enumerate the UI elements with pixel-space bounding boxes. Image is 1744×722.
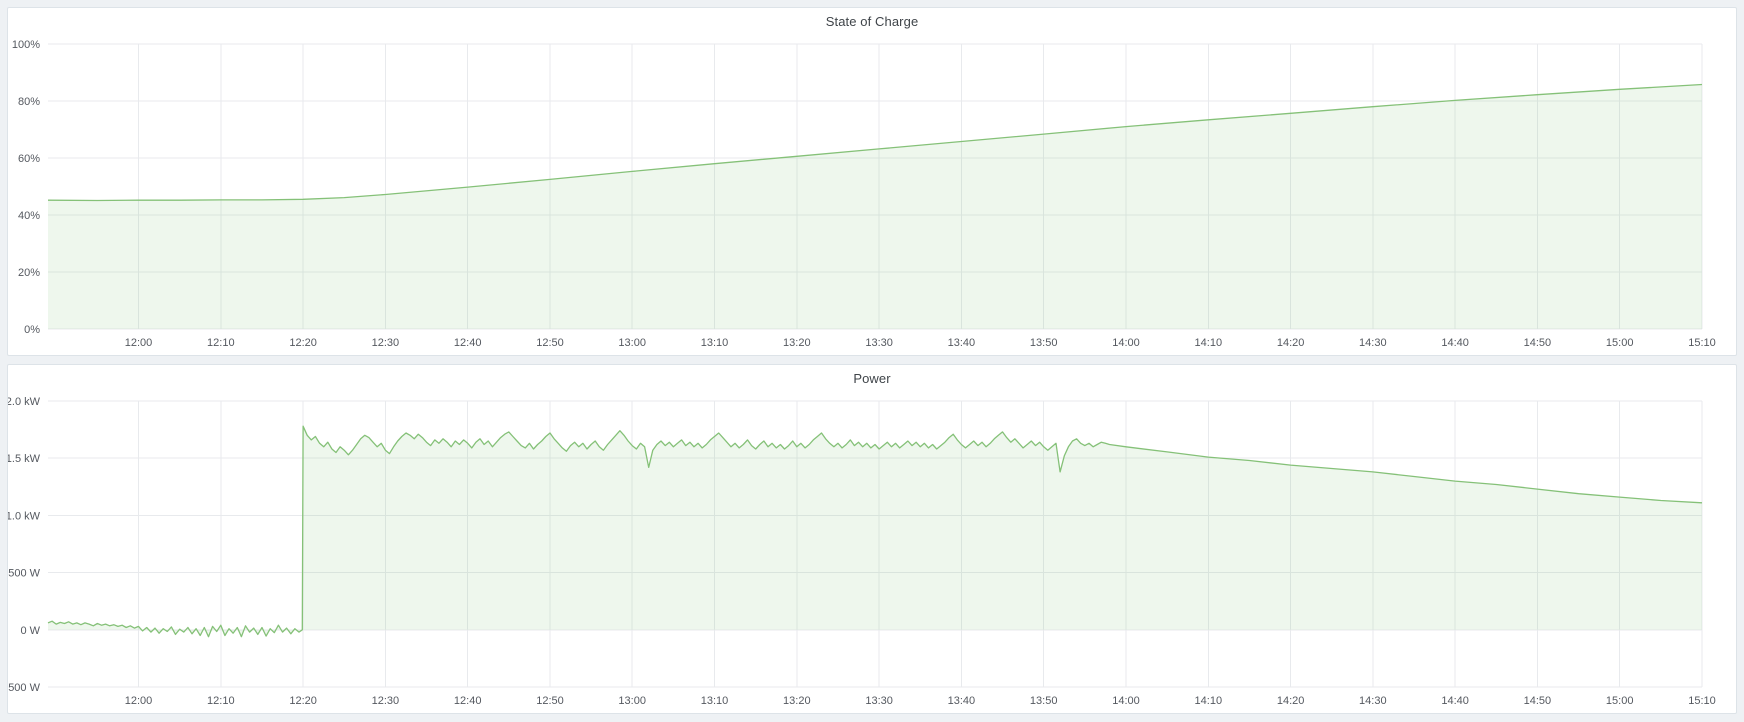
svg-text:13:00: 13:00 [618,695,646,707]
svg-text:12:00: 12:00 [125,695,153,707]
svg-text:14:10: 14:10 [1195,695,1223,707]
svg-text:13:10: 13:10 [701,695,729,707]
state-of-charge-plot[interactable]: 12:00 12:10 12:20 12:30 12:40 12:50 13:00 13:10… [8,36,1736,355]
svg-text:12:00: 12:00 [125,337,153,349]
svg-text:1.0 kW: 1.0 kW [8,510,41,522]
svg-text:15:00: 15:00 [1606,695,1634,707]
svg-text:0 W: 0 W [20,625,40,637]
svg-text:14:30: 14:30 [1359,695,1387,707]
svg-text:12:20: 12:20 [289,695,317,707]
svg-text:15:10: 15:10 [1688,337,1716,349]
panel-power: Power 12:00 12:10 12:20 12:30 12:40 12:50 13:0… [7,364,1737,714]
svg-text:14:20: 14:20 [1277,337,1305,349]
svg-text:13:20: 13:20 [783,695,811,707]
svg-text:12:10: 12:10 [207,337,235,349]
svg-text:15:10: 15:10 [1688,695,1716,707]
svg-text:12:20: 12:20 [289,337,317,349]
svg-text:1.5 kW: 1.5 kW [8,453,41,465]
svg-text:12:40: 12:40 [454,337,482,349]
svg-text:12:50: 12:50 [536,337,564,349]
svg-text:12:50: 12:50 [536,695,564,707]
svg-text:14:00: 14:00 [1112,695,1140,707]
svg-text:-500 W: -500 W [8,682,41,694]
svg-text:15:00: 15:00 [1606,337,1634,349]
svg-text:14:30: 14:30 [1359,337,1387,349]
svg-text:80%: 80% [18,96,40,108]
svg-text:12:40: 12:40 [454,695,482,707]
state-of-charge-chart[interactable]: 12:00 12:10 12:20 12:30 12:40 12:50 13:00 13:10… [8,36,1736,355]
power-plot[interactable]: 12:00 12:10 12:20 12:30 12:40 12:50 13:00 13:10… [8,393,1736,713]
series-area-fill [48,426,1702,637]
panel-state-of-charge: State of Charge 12:00 12:10 12:20 12:30 12:4… [7,7,1737,356]
svg-text:12:10: 12:10 [207,695,235,707]
svg-text:14:40: 14:40 [1441,337,1469,349]
svg-text:13:00: 13:00 [618,337,646,349]
svg-text:13:30: 13:30 [865,695,893,707]
svg-text:14:00: 14:00 [1112,337,1140,349]
power-panel-title[interactable]: Power [853,371,891,386]
svg-text:2.0 kW: 2.0 kW [8,396,41,408]
svg-text:0%: 0% [24,324,40,336]
series-area-fill [48,84,1702,329]
svg-text:20%: 20% [18,267,40,279]
series-line [47,83,1703,202]
svg-text:60%: 60% [18,153,40,165]
svg-text:14:40: 14:40 [1441,695,1469,707]
svg-text:14:50: 14:50 [1524,337,1552,349]
svg-text:13:10: 13:10 [701,337,729,349]
svg-text:40%: 40% [18,210,40,222]
svg-text:14:10: 14:10 [1195,337,1223,349]
svg-text:13:40: 13:40 [948,337,976,349]
svg-text:12:30: 12:30 [372,337,400,349]
svg-text:100%: 100% [12,39,40,51]
svg-text:500 W: 500 W [8,568,40,580]
svg-text:14:50: 14:50 [1524,695,1552,707]
svg-text:13:50: 13:50 [1030,695,1058,707]
svg-text:13:50: 13:50 [1030,337,1058,349]
svg-text:12:30: 12:30 [372,695,400,707]
series-line [47,425,1703,638]
svg-text:13:30: 13:30 [865,337,893,349]
svg-text:13:20: 13:20 [783,337,811,349]
svg-text:13:40: 13:40 [948,695,976,707]
power-chart[interactable]: 12:00 12:10 12:20 12:30 12:40 12:50 13:00 13:10… [8,393,1736,713]
state-of-charge-panel-title[interactable]: State of Charge [825,14,919,29]
svg-text:14:20: 14:20 [1277,695,1305,707]
